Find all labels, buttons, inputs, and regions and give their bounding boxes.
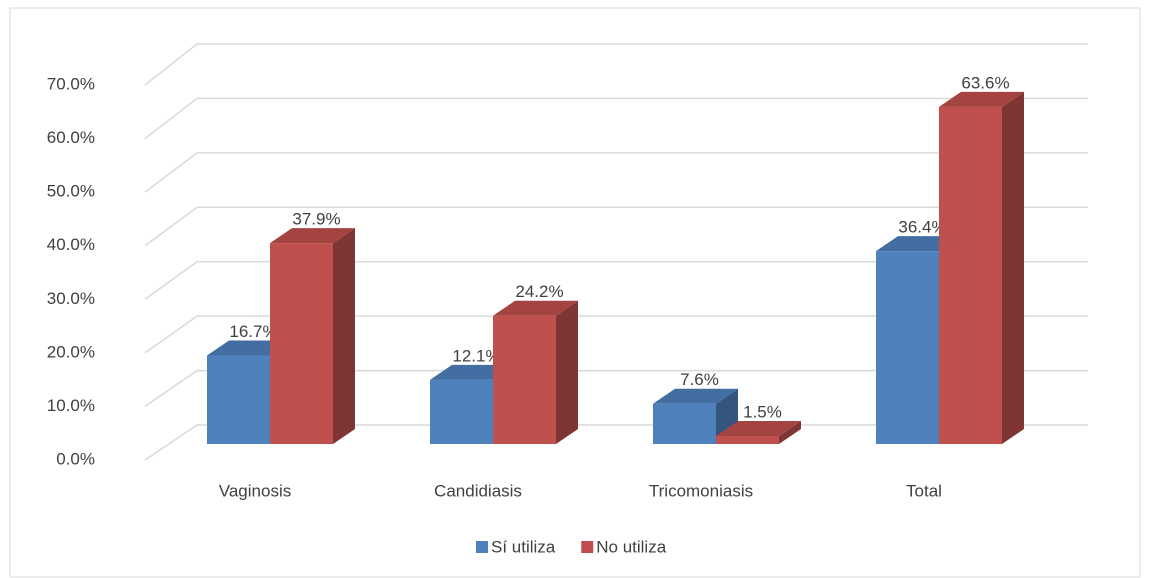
bar-face bbox=[779, 421, 801, 444]
bar-face bbox=[716, 421, 801, 437]
bar bbox=[716, 421, 801, 444]
y-tick-label: 0.0% bbox=[56, 449, 95, 468]
grid-line bbox=[144, 97, 1088, 140]
grid-line bbox=[144, 315, 1088, 354]
y-tick-label: 20.0% bbox=[47, 342, 95, 361]
bar-face bbox=[939, 91, 1024, 107]
y-tick-label: 10.0% bbox=[47, 396, 95, 415]
bar-face bbox=[270, 243, 333, 444]
bar-face bbox=[333, 228, 355, 444]
grid-line bbox=[144, 260, 1088, 300]
x-tick-label: Total bbox=[906, 481, 942, 500]
data-label: 1.5% bbox=[743, 403, 782, 422]
bar-face bbox=[493, 300, 578, 316]
bar bbox=[493, 300, 578, 444]
bar-face bbox=[207, 355, 270, 444]
legend-label: Sí utiliza bbox=[491, 537, 556, 556]
bar-face bbox=[653, 403, 716, 444]
bar-face bbox=[939, 106, 1002, 445]
x-tick-label: Vaginosis bbox=[219, 481, 291, 500]
data-label: 12.1% bbox=[452, 346, 500, 365]
y-tick-label: 60.0% bbox=[47, 128, 95, 147]
y-tick-label: 30.0% bbox=[47, 289, 95, 308]
bar-face bbox=[1002, 91, 1024, 445]
grid-line bbox=[144, 369, 1088, 408]
grid-line bbox=[144, 43, 1088, 86]
grid-line bbox=[144, 152, 1088, 193]
legend-swatch bbox=[476, 541, 488, 553]
bar-face bbox=[493, 315, 556, 444]
y-tick-label: 40.0% bbox=[47, 235, 95, 254]
bar-face bbox=[430, 379, 493, 444]
legend-label: No utiliza bbox=[596, 537, 666, 556]
x-tick-label: Candidiasis bbox=[434, 481, 522, 500]
bar-face bbox=[556, 300, 578, 444]
bar bbox=[270, 228, 355, 444]
bar-face bbox=[653, 388, 738, 404]
data-label: 7.6% bbox=[680, 370, 719, 389]
data-label: 37.9% bbox=[292, 210, 340, 229]
bar bbox=[653, 388, 738, 444]
bar-face bbox=[876, 251, 939, 444]
y-tick-label: 50.0% bbox=[47, 182, 95, 201]
x-tick-label: Tricomoniasis bbox=[649, 481, 753, 500]
bar-face bbox=[716, 436, 779, 444]
y-tick-label: 70.0% bbox=[47, 74, 95, 93]
bar-face bbox=[270, 228, 355, 244]
data-label: 16.7% bbox=[229, 322, 277, 341]
bar bbox=[939, 91, 1024, 445]
legend-swatch bbox=[581, 541, 594, 553]
data-label: 63.6% bbox=[961, 73, 1009, 92]
data-label: 24.2% bbox=[515, 282, 563, 301]
data-label: 36.4% bbox=[898, 218, 946, 237]
grid-line bbox=[144, 206, 1088, 247]
